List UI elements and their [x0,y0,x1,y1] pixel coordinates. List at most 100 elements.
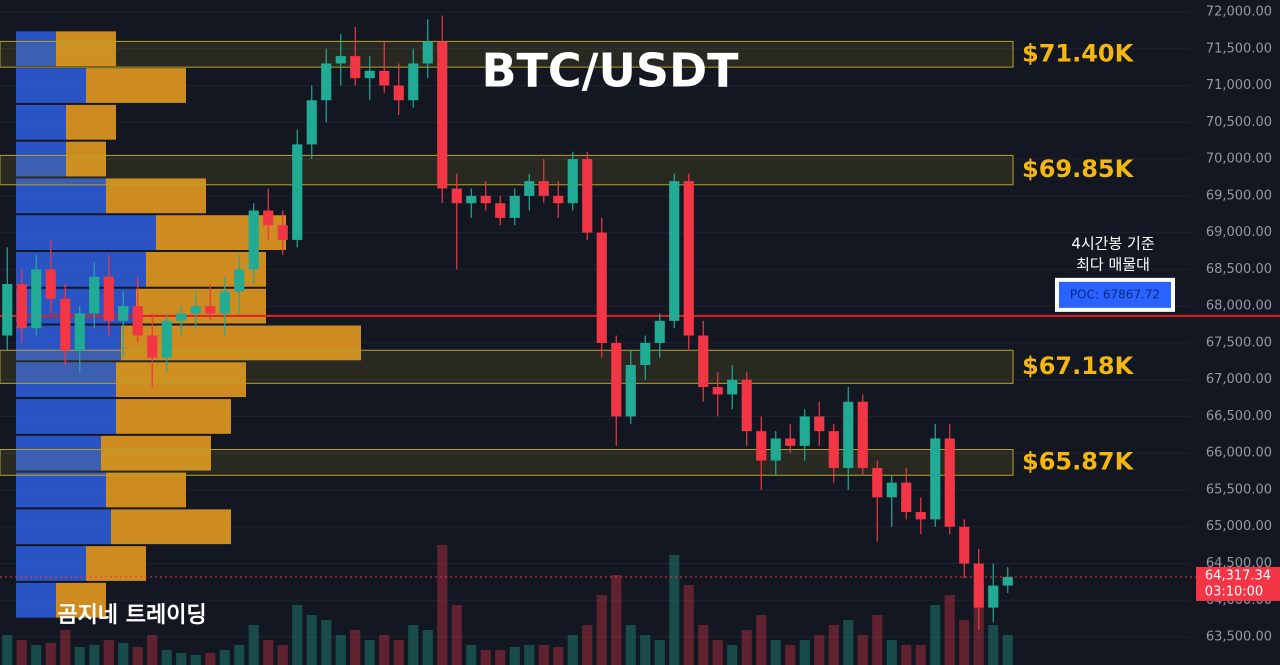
volume-bar [930,605,941,665]
candle-body [495,203,506,218]
volume-bar [60,630,71,665]
volume-bar [857,635,868,665]
volume-bar [45,643,56,665]
candle-body [509,195,520,218]
volume-bar [103,640,114,665]
volume-bar [321,620,332,665]
volume-bar [509,647,520,665]
volume-bar [596,595,607,665]
y-tick-label: 67,000.00 [1206,372,1272,387]
candle-body [538,181,549,196]
candle-body [408,63,419,101]
candle-body [843,401,854,468]
candle-body [219,291,230,314]
candle-body [553,195,564,204]
volume-bar [611,575,622,665]
profile-sell [66,104,116,140]
volume-bar [669,555,680,665]
volume-bar [16,640,27,665]
y-tick-label: 71,500.00 [1206,41,1272,56]
candle-body [611,342,622,417]
profile-sell [136,288,266,324]
candle-body [741,379,752,432]
candle-body [176,313,187,321]
last-price-box [1196,566,1280,601]
volume-bar [350,630,361,665]
profile-sell [116,399,231,434]
candle-body [944,438,955,527]
candle-body [640,342,651,365]
volume-bar [944,595,955,665]
volume-bar [2,635,13,665]
candle-body [2,284,13,336]
level-label: $71.40K [1022,39,1135,67]
y-tick-label: 71,000.00 [1206,78,1272,93]
volume-bar [828,625,839,665]
volume-bar [234,645,245,665]
volume-bar [567,635,578,665]
y-tick-label: 70,500.00 [1206,115,1272,130]
profile-buy [16,472,106,508]
candle-body [234,269,245,292]
volume-bar [74,647,85,665]
level-label: $69.85K [1022,155,1135,183]
candle-body [147,335,158,358]
y-tick-label: 65,000.00 [1206,519,1272,534]
candle-body [263,210,274,226]
profile-buy [16,399,116,434]
candle-body [277,225,288,240]
volume-bar [335,635,346,665]
volume-bar [190,655,201,665]
volume-bar [640,635,651,665]
volume-bar [408,625,419,665]
volume-bar [683,585,694,665]
volume-bar [901,645,912,665]
candle-body [205,306,216,314]
volume-bar [31,645,42,665]
volume-bar [118,643,129,665]
volume-bar [698,625,709,665]
volume-bar [393,640,404,665]
volume-bar [437,545,448,665]
candle-body [567,159,578,204]
volume-bar [248,625,259,665]
volume-bar [712,640,723,665]
volume-bar [495,650,506,665]
volume-bar [263,640,274,665]
volume-bar [988,625,999,665]
candle-body [712,387,723,395]
volume-bar [582,625,593,665]
candle-body [31,269,42,329]
candle-body [16,284,27,329]
candle-body [103,276,114,321]
profile-buy [16,141,66,177]
candle-body [698,335,709,388]
volume-bar [205,653,216,665]
watermark: 곰지네 트레이딩 [57,603,206,628]
profile-buy [16,68,86,103]
volume-bar [147,635,158,665]
y-tick-label: 68,000.00 [1206,299,1272,314]
volume-bar [756,615,767,665]
volume-bar [727,645,738,665]
candle-body [654,320,665,343]
timer-label: 03:10:00 [1205,584,1263,599]
last-price-label: 64,317.34 [1205,568,1271,583]
profile-buy [16,509,111,545]
volume-bar [364,640,375,665]
candle-body [857,401,868,468]
candle-body [901,482,912,513]
volume-bar [1002,635,1013,665]
profile-buy [16,215,156,250]
candle-body [756,431,767,461]
candle-body [1002,576,1013,586]
chart-title: BTC/USDT [481,44,739,98]
candle-body [451,188,462,204]
candle-body [988,585,999,608]
y-tick-label: 66,000.00 [1206,446,1272,461]
y-tick-label: 69,000.00 [1206,225,1272,240]
candle-body [306,100,317,145]
candle-body [930,438,941,520]
y-tick-label: 72,000.00 [1206,4,1272,19]
candle-body [683,181,694,336]
